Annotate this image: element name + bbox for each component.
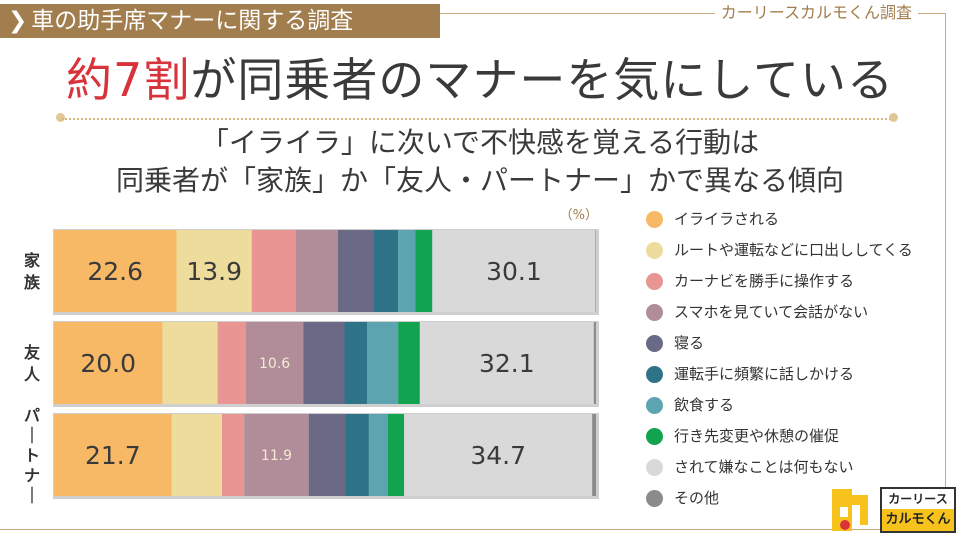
legend-swatch — [646, 335, 663, 352]
category-label: パ — [24, 406, 40, 425]
category-label: 族 — [24, 273, 41, 292]
bar-segment — [368, 414, 388, 496]
legend-label: 運転手に頻繁に話しかける — [674, 365, 855, 383]
divider-dot-right — [889, 113, 898, 122]
category-label: ｜ — [24, 486, 40, 505]
bar-segment — [176, 230, 252, 312]
headline-accent: 約7割 — [66, 53, 191, 107]
frame-bottom-line — [0, 529, 946, 530]
bar-segment — [367, 322, 399, 404]
bar-segment — [419, 322, 594, 404]
headline-rest: が同乗者のマナーを気にしている — [190, 53, 894, 107]
bar-segment — [398, 230, 416, 312]
category-label: 家 — [24, 251, 41, 270]
bar-segment — [54, 414, 172, 496]
legend-swatch — [646, 273, 663, 290]
stacked-bar-chart: （%） 22.6 13.9 30.1 家族 20.0 10.6 32.1 友人 21.7 11.9 3… — [24, 208, 599, 505]
legend-swatch — [646, 211, 663, 228]
legend-swatch — [646, 397, 663, 414]
legend-label: 寝る — [674, 334, 705, 352]
bar-segment — [592, 414, 596, 496]
category-label: ナ — [24, 466, 40, 485]
dotted-divider — [62, 118, 894, 120]
legend-swatch — [646, 428, 663, 445]
data-label: 34.7 — [470, 441, 526, 470]
legend-swatch — [646, 459, 663, 476]
chevron-right-icon: ❯ — [8, 8, 28, 34]
legend-swatch — [646, 366, 663, 383]
bar-segment — [387, 414, 405, 496]
survey-topic-text: 車の助手席マナーに関する調査 — [31, 8, 354, 34]
bar-segment — [303, 322, 345, 404]
subtitle-line-2: 同乗者が「家族」か「友人・パートナー」かで異なる傾向 — [115, 164, 844, 197]
bar-segment — [344, 322, 368, 404]
bar-segment — [595, 230, 596, 312]
bar-segment — [308, 414, 346, 496]
frame-right-line — [945, 13, 946, 530]
data-label: 10.6 — [259, 356, 290, 372]
category-label: 友 — [24, 343, 41, 362]
bar-segment — [345, 414, 369, 496]
brand-caption: カーリースカルモくん調査 — [714, 2, 918, 24]
legend-label: 飲食する — [674, 396, 735, 414]
bar-segment — [432, 230, 596, 312]
legend-label: されて嫌なことは何もない — [674, 458, 854, 476]
carmo-mascot-icon — [832, 489, 868, 531]
bar-segment — [222, 414, 245, 496]
bar-segment — [338, 230, 374, 312]
bar-segment — [295, 230, 339, 312]
bar-segment — [162, 322, 218, 404]
legend-swatch — [646, 304, 663, 321]
bar-segment — [54, 322, 163, 404]
legend-label: カーナビを勝手に操作する — [674, 272, 855, 290]
bar-segment — [251, 230, 296, 312]
unit-label: （%） — [560, 208, 598, 223]
legend-label: 行き先変更や休憩の催促 — [674, 427, 840, 445]
carmo-logo: カーリース カルモくん — [880, 487, 956, 533]
data-label: 30.1 — [486, 257, 542, 286]
survey-topic-tag: ❯ 車の助手席マナーに関する調査 — [0, 4, 440, 38]
logo-text-top: カーリース — [888, 492, 948, 506]
data-label: 22.6 — [87, 257, 143, 286]
subtitle-line-1: 「イライラ」に次いで不快感を覚える行動は — [200, 126, 760, 159]
bar-segment — [373, 230, 399, 312]
legend-label: イライラされる — [674, 210, 780, 228]
data-label: 20.0 — [80, 349, 136, 378]
legend-label: その他 — [674, 489, 720, 507]
bar-segment — [404, 414, 593, 496]
data-label: 13.9 — [186, 257, 242, 286]
category-label: 人 — [24, 365, 41, 384]
frame-top-line — [440, 13, 946, 14]
legend-label: ルートや運転などに口出ししてくる — [674, 241, 913, 259]
data-label: 32.1 — [479, 349, 535, 378]
legend-label: スマホを見ていて会話がない — [674, 303, 869, 321]
page-headline: 約7割が同乗者のマナーを気にしている — [0, 42, 960, 118]
legend-swatch — [646, 490, 663, 507]
bar-segment — [398, 322, 420, 404]
bar-segment — [245, 322, 304, 404]
bar-segment — [54, 230, 177, 312]
data-label: 21.7 — [85, 441, 141, 470]
legend-swatch — [646, 242, 663, 259]
divider-dot-left — [56, 113, 65, 122]
bar-segment — [244, 414, 309, 496]
category-label: ト — [24, 446, 40, 465]
category-label: ｜ — [24, 426, 40, 445]
logo-text-bottom: カルモくん — [882, 509, 954, 531]
data-label: 11.9 — [261, 448, 292, 464]
bar-segment — [171, 414, 223, 496]
bar-segment — [593, 322, 596, 404]
bar-segment — [217, 322, 246, 404]
bar-segment — [415, 230, 433, 312]
